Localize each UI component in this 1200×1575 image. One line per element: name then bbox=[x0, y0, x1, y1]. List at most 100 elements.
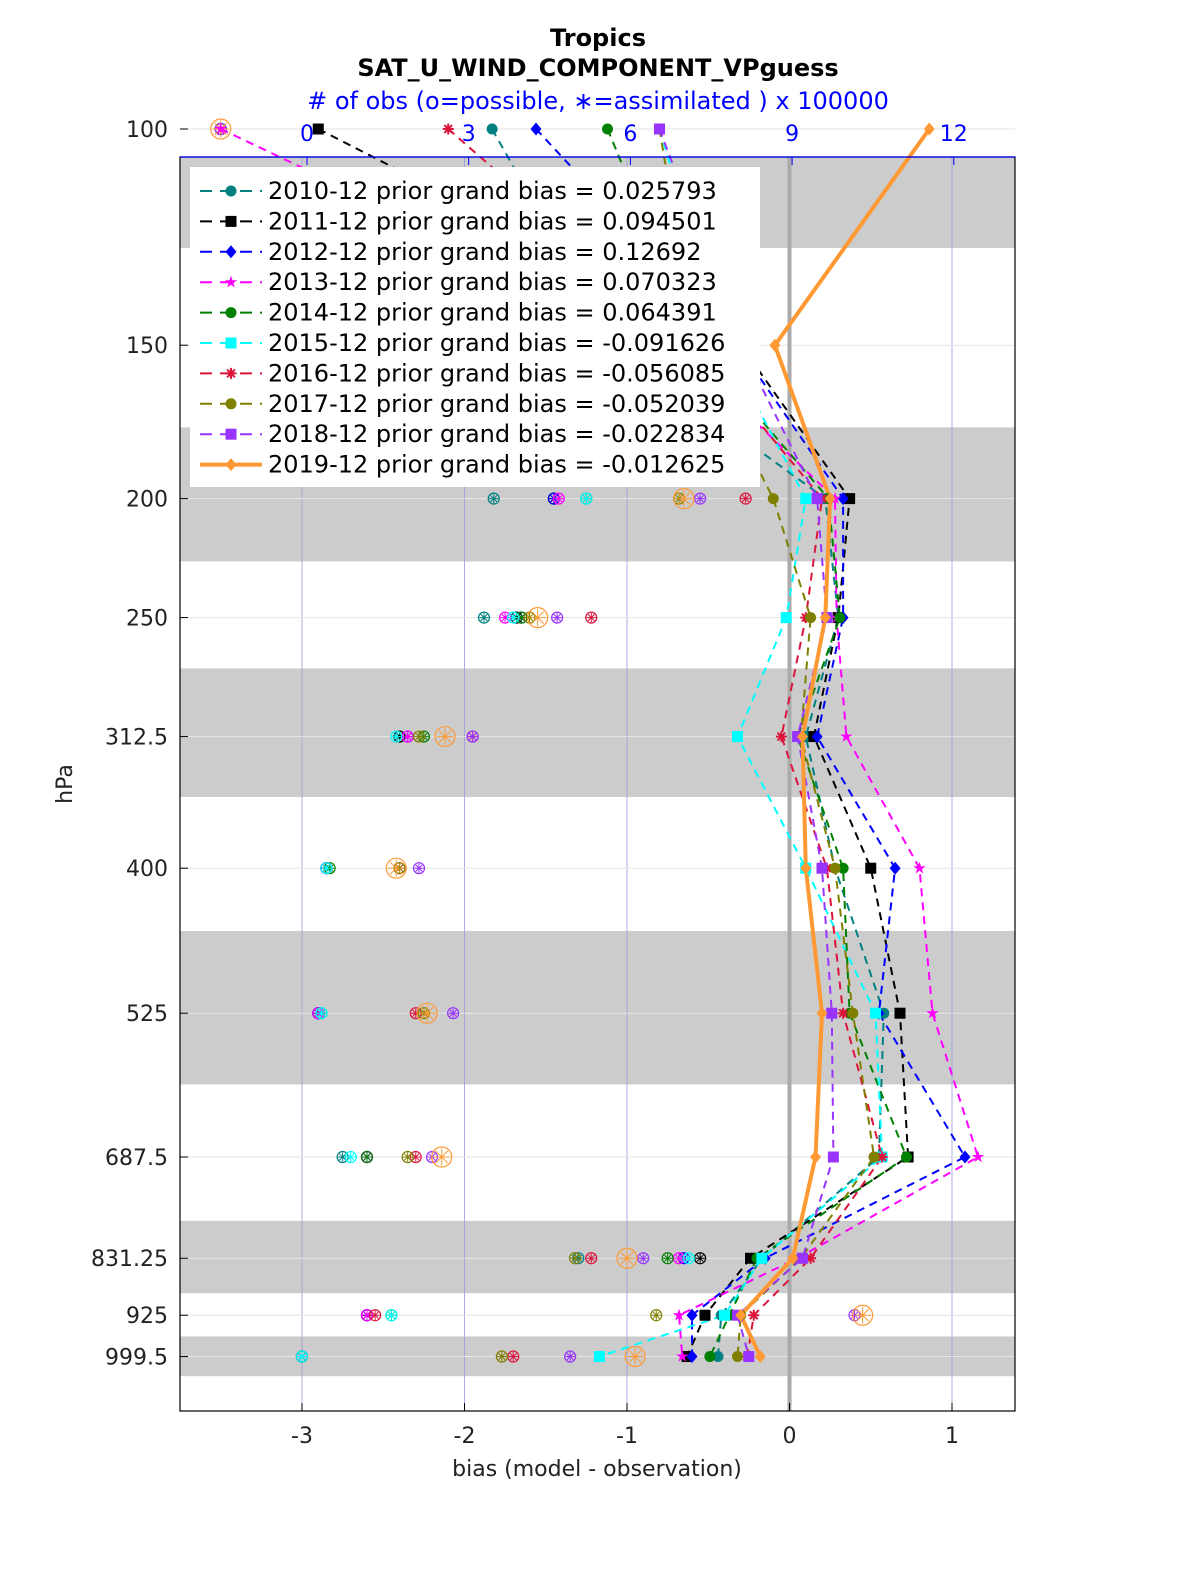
count-assimilated-marker bbox=[675, 490, 693, 508]
top-tick-label: 6 bbox=[623, 122, 637, 147]
obs-count-markers bbox=[210, 118, 874, 1368]
count-assimilated-marker bbox=[497, 1351, 507, 1362]
count-possible-marker bbox=[564, 1350, 577, 1363]
count-possible-marker bbox=[552, 492, 565, 505]
count-assimilated-marker bbox=[586, 612, 596, 623]
count-assimilated-marker bbox=[500, 612, 510, 623]
count-assimilated-marker bbox=[436, 728, 454, 746]
data-point bbox=[840, 730, 853, 742]
count-assimilated-marker bbox=[695, 493, 705, 504]
data-point bbox=[754, 1350, 766, 1364]
count-assimilated-marker bbox=[362, 1152, 372, 1162]
data-point bbox=[780, 612, 792, 624]
count-possible-marker bbox=[344, 1150, 357, 1164]
top-tick-label: 9 bbox=[785, 122, 799, 147]
legend-marker bbox=[225, 215, 237, 227]
count-assimilated-marker bbox=[570, 1253, 580, 1263]
legend-entry: 2017-12 prior grand bias = -0.052039 bbox=[268, 390, 725, 418]
data-point bbox=[889, 861, 901, 875]
legend-marker bbox=[224, 275, 238, 288]
data-point bbox=[732, 1351, 743, 1363]
data-point bbox=[745, 1252, 756, 1264]
legend-entry: 2010-12 prior grand bias = 0.025793 bbox=[268, 177, 717, 205]
data-point bbox=[805, 1252, 817, 1264]
data-point bbox=[829, 862, 841, 874]
count-assimilated-marker bbox=[448, 1008, 458, 1018]
y-tick-label: 925 bbox=[126, 1304, 168, 1329]
count-possible-marker bbox=[210, 118, 232, 140]
count-possible-marker bbox=[401, 1150, 414, 1164]
data-point bbox=[767, 493, 779, 505]
count-possible-marker bbox=[412, 730, 426, 743]
count-possible-marker bbox=[466, 730, 479, 743]
shaded-band bbox=[180, 668, 1015, 798]
legend-entry: 2015-12 prior grand bias = -0.091626 bbox=[268, 329, 725, 357]
legend-marker bbox=[225, 428, 237, 440]
data-point bbox=[800, 493, 812, 505]
data-point bbox=[870, 1007, 882, 1019]
count-possible-marker bbox=[694, 492, 707, 505]
data-point bbox=[735, 1308, 747, 1322]
y-axis-label: hPa bbox=[53, 764, 78, 804]
count-possible-marker bbox=[369, 1309, 382, 1322]
count-assimilated-marker bbox=[552, 612, 562, 623]
data-point bbox=[913, 861, 926, 874]
count-possible-marker bbox=[295, 1350, 309, 1363]
count-possible-marker bbox=[580, 492, 593, 505]
count-possible-marker bbox=[551, 611, 564, 624]
data-point bbox=[743, 1351, 755, 1363]
count-assimilated-marker bbox=[402, 1152, 413, 1162]
count-possible-marker bbox=[637, 1252, 650, 1265]
count-assimilated-marker bbox=[411, 1152, 421, 1162]
count-possible-marker bbox=[682, 1252, 695, 1265]
data-point bbox=[593, 1351, 605, 1363]
y-tick-label: 100 bbox=[126, 118, 168, 143]
legend-box bbox=[190, 167, 760, 487]
data-point bbox=[312, 123, 324, 135]
legend-marker bbox=[225, 185, 237, 197]
count-possible-marker bbox=[739, 492, 752, 505]
count-possible-marker bbox=[624, 1345, 646, 1368]
count-possible-marker bbox=[585, 1252, 598, 1265]
count-assimilated-marker bbox=[479, 612, 489, 623]
data-point bbox=[816, 1006, 828, 1020]
data-point bbox=[732, 731, 743, 743]
count-assimilated-marker bbox=[618, 1249, 636, 1267]
data-point bbox=[775, 731, 787, 743]
count-assimilated-marker bbox=[638, 1253, 648, 1263]
data-point bbox=[699, 1309, 711, 1321]
x-axis-label: bias (model - observation) bbox=[452, 1457, 742, 1482]
data-point bbox=[816, 862, 828, 874]
count-assimilated-marker bbox=[297, 1351, 307, 1362]
legend-marker bbox=[225, 245, 237, 259]
count-assimilated-marker bbox=[387, 859, 405, 877]
legend-marker bbox=[225, 398, 237, 410]
count-assimilated-marker bbox=[316, 1008, 327, 1018]
count-assimilated-marker bbox=[565, 1351, 575, 1362]
count-possible-marker bbox=[673, 488, 695, 510]
count-assimilated-marker bbox=[662, 1253, 673, 1263]
top-tick-label: 0 bbox=[300, 122, 314, 147]
series-line bbox=[599, 128, 884, 1358]
data-point bbox=[530, 122, 542, 136]
data-point bbox=[214, 122, 227, 135]
legend-entry: 2016-12 prior grand bias = -0.056085 bbox=[268, 359, 725, 387]
legend: 2010-12 prior grand bias = 0.0257932011-… bbox=[200, 177, 725, 479]
count-assimilated-marker bbox=[391, 731, 401, 742]
count-assimilated-marker bbox=[433, 1148, 451, 1166]
data-point bbox=[719, 1309, 730, 1321]
y-tick-label: 400 bbox=[126, 857, 168, 882]
y-tick-label: 831.25 bbox=[91, 1247, 168, 1272]
count-possible-marker bbox=[390, 730, 403, 743]
data-point bbox=[810, 1150, 821, 1164]
count-assimilated-marker bbox=[679, 1253, 689, 1263]
y-tick-label: 312.5 bbox=[105, 726, 168, 751]
top-axis-label: # of obs (o=possible, ∗=assimilated ) x … bbox=[307, 87, 889, 115]
count-possible-marker bbox=[416, 1002, 438, 1024]
data-point bbox=[654, 123, 665, 135]
data-point bbox=[676, 1350, 689, 1362]
legend-marker bbox=[225, 337, 237, 349]
data-point bbox=[748, 1309, 760, 1321]
count-assimilated-marker bbox=[684, 1253, 694, 1263]
count-possible-marker bbox=[434, 725, 456, 748]
